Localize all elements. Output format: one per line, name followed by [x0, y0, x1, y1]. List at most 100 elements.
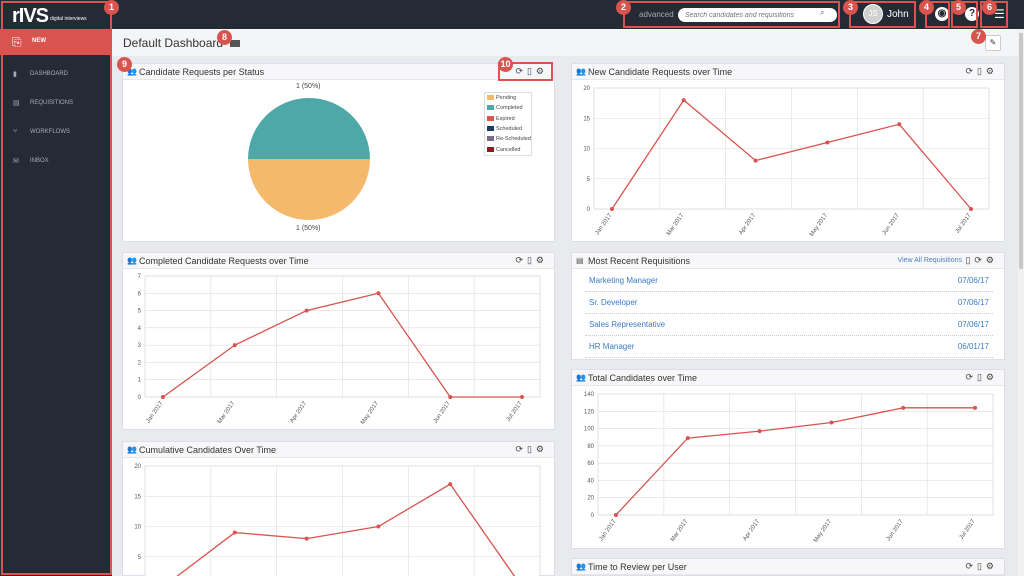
data-point — [897, 122, 902, 127]
sidebar-item-requisitions[interactable]: ▤ REQUISITIONS — [0, 94, 112, 114]
data-point — [613, 513, 618, 517]
sidebar-item-label: WORKFLOWS — [30, 129, 70, 135]
annotation-badge: 5 — [951, 0, 966, 15]
requisition-date: 06/01/17 — [957, 342, 989, 351]
legend-swatch — [487, 105, 494, 111]
x-tick-label: Jan 2017 — [595, 212, 614, 236]
y-tick-label: 7 — [138, 274, 142, 280]
y-tick-label: 6 — [138, 291, 142, 297]
legend-swatch — [487, 125, 494, 131]
y-tick-label: 40 — [587, 478, 594, 484]
y-tick-label: 4 — [138, 326, 142, 332]
requisition-date: 07/06/17 — [957, 276, 989, 285]
x-tick-label: Mar 2017 — [666, 212, 686, 237]
requisition-name[interactable]: Sales Representative — [589, 320, 666, 329]
series-line — [615, 407, 976, 516]
sidebar-item-workflows[interactable]: ⑂ WORKFLOWS — [0, 123, 112, 143]
edit-button[interactable]: ✎ — [985, 35, 1001, 51]
requisition-name[interactable]: Sr. Developer — [589, 298, 638, 307]
data-point — [609, 207, 614, 211]
legend-swatch — [487, 136, 494, 142]
requisition-name[interactable]: Marketing Manager — [589, 276, 658, 285]
annotation-badge: 2 — [616, 0, 631, 15]
x-tick-label: Jul 2017 — [959, 518, 977, 541]
user-name[interactable]: John — [887, 9, 909, 20]
data-point — [448, 482, 453, 487]
panel-title: Total Candidates over Time — [588, 373, 698, 383]
data-point — [753, 158, 758, 163]
y-tick-label: 10 — [583, 147, 590, 153]
x-tick-label: Apr 2017 — [738, 212, 757, 236]
panel-tools[interactable]: ⟳▯⚙ — [515, 255, 548, 265]
data-point — [448, 395, 453, 399]
help-icon[interactable]: ? — [965, 7, 979, 21]
panel-tools[interactable]: ⟳▯⚙ — [965, 561, 998, 571]
y-tick-label: 100 — [584, 427, 595, 433]
y-tick-label: 5 — [138, 555, 142, 561]
completed-chart: 0 1 2 3 4 5 6 7 Jan 2017 Mar 2017 Apr 2017 May 2017… — [138, 274, 541, 426]
users-icon: 👥 — [127, 67, 137, 76]
panel-title: Time to Review per User — [588, 562, 687, 572]
x-tick-label: Mar 2017 — [217, 400, 237, 425]
legend-label: Re-Scheduled — [496, 136, 531, 143]
pie-chart — [248, 98, 370, 220]
panel-tools[interactable]: ⟳▯⚙ — [515, 444, 548, 454]
sidebar-item-inbox[interactable]: ✉ INBOX — [0, 152, 112, 172]
search-input[interactable] — [678, 8, 837, 22]
data-point — [829, 420, 834, 425]
advanced-search-link[interactable]: advanced — [639, 10, 674, 19]
annotation-badge: 10 — [498, 57, 513, 72]
sidebar-item-label: INBOX — [30, 158, 49, 164]
data-point — [969, 207, 974, 211]
logo-subtitle: digital interviews — [50, 16, 87, 22]
x-tick-label: Jun 2017 — [882, 212, 901, 236]
y-tick-label: 15 — [583, 116, 590, 122]
table-row[interactable]: Marketing Manager 07/06/17 — [585, 270, 993, 292]
legend-swatch — [487, 115, 494, 121]
legend-item: Expired — [487, 116, 515, 126]
requisition-name[interactable]: HR Manager — [589, 342, 635, 351]
users-icon: 👥 — [576, 67, 586, 76]
panel-title: New Candidate Requests over Time — [588, 67, 733, 77]
scrollbar[interactable] — [1018, 29, 1024, 576]
data-point — [376, 291, 381, 296]
y-tick-label: 20 — [134, 464, 141, 470]
panel-tools[interactable]: ⟳▯⚙ — [515, 66, 548, 76]
data-point — [304, 308, 309, 313]
table-row[interactable]: Sr. Developer 07/06/17 — [585, 292, 993, 314]
menu-icon[interactable]: ☰ — [994, 7, 1005, 21]
sidebar-item-new[interactable]: ⎘ NEW — [0, 29, 112, 55]
panel-tools[interactable]: ▯⟳⚙ — [965, 255, 998, 265]
legend-label: Expired — [496, 115, 515, 122]
rivs-logo[interactable]: rIVS — [12, 5, 49, 27]
data-point — [376, 524, 381, 529]
y-tick-label: 5 — [587, 177, 591, 183]
data-point — [681, 98, 686, 103]
pie-slice-pending — [248, 159, 370, 220]
panel-header: 👥 Time to Review per User ⟳▯⚙ — [572, 559, 1004, 575]
avatar[interactable]: JS — [863, 4, 883, 24]
table-row[interactable]: Sales Representative 07/06/17 — [585, 314, 993, 336]
y-tick-label: 120 — [584, 409, 595, 415]
series-line — [162, 292, 523, 398]
requisition-date: 07/06/17 — [957, 320, 989, 329]
panel-tools[interactable]: ⟳▯⚙ — [965, 66, 998, 76]
y-tick-label: 0 — [138, 395, 142, 401]
x-tick-label: Apr 2017 — [742, 518, 761, 542]
sidebar-item-dashboard[interactable]: ▮ DASHBOARD — [0, 65, 112, 85]
workflow-icon: ⑂ — [13, 128, 18, 135]
panel-tools[interactable]: ⟳▯⚙ — [965, 372, 998, 382]
search-icon[interactable]: ⌕ — [820, 8, 825, 17]
folder-icon[interactable] — [230, 40, 240, 47]
sidebar-item-label: REQUISITIONS — [30, 100, 74, 106]
view-all-link[interactable]: View All Requisitions — [897, 257, 962, 264]
panel-title: Completed Candidate Requests over Time — [139, 256, 309, 266]
sidebar-item-label: NEW — [32, 38, 46, 44]
users-icon: 👥 — [576, 562, 586, 571]
table-row[interactable]: HR Manager 06/01/17 — [585, 336, 993, 358]
globe-icon[interactable]: ◉ — [935, 7, 949, 21]
scrollbar-thumb[interactable] — [1019, 33, 1023, 269]
x-tick-label: Mar 2017 — [670, 518, 690, 543]
x-tick-label: Jun 2017 — [886, 518, 905, 542]
legend-swatch — [487, 95, 494, 101]
